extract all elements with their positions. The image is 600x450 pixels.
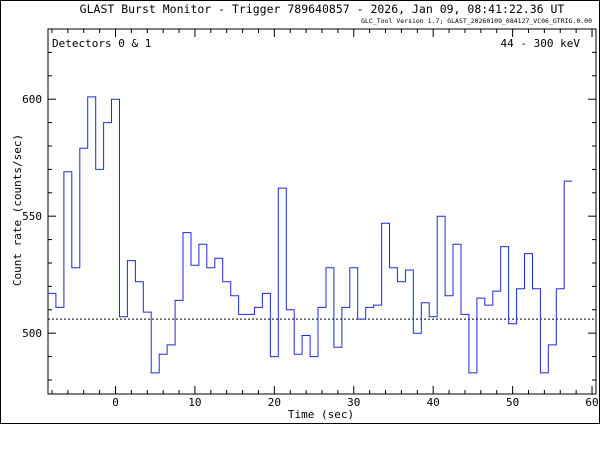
y-axis-label: Count rate (counts/sec) bbox=[11, 134, 24, 286]
detectors-annotation: Detectors 0 & 1 bbox=[52, 37, 151, 50]
x-axis-label: Time (sec) bbox=[288, 408, 354, 421]
chart-subtitle: GLC_Tool Version 1.7; GLAST_20260109_084… bbox=[361, 17, 592, 25]
series-line bbox=[48, 96, 573, 374]
chart-title: GLAST Burst Monitor - Trigger 789640857 … bbox=[80, 2, 565, 16]
y-tick-label: 500 bbox=[22, 327, 42, 340]
energy-range-annotation: 44 - 300 keV bbox=[501, 37, 581, 50]
x-tick-label: 10 bbox=[188, 396, 201, 409]
figure-frame bbox=[0, 0, 600, 424]
tick-labels: 0 10 20 30 40 50 60 500 550 600 bbox=[22, 93, 599, 409]
y-tick-label: 600 bbox=[22, 93, 42, 106]
y-tick-label: 550 bbox=[22, 210, 42, 223]
x-tick-label: 50 bbox=[506, 396, 519, 409]
x-tick-label: 20 bbox=[268, 396, 281, 409]
x-tick-label: 0 bbox=[112, 396, 119, 409]
tick-marks bbox=[48, 29, 596, 394]
x-tick-label: 60 bbox=[585, 396, 598, 409]
x-tick-label: 40 bbox=[427, 396, 440, 409]
x-tick-label: 30 bbox=[347, 396, 360, 409]
